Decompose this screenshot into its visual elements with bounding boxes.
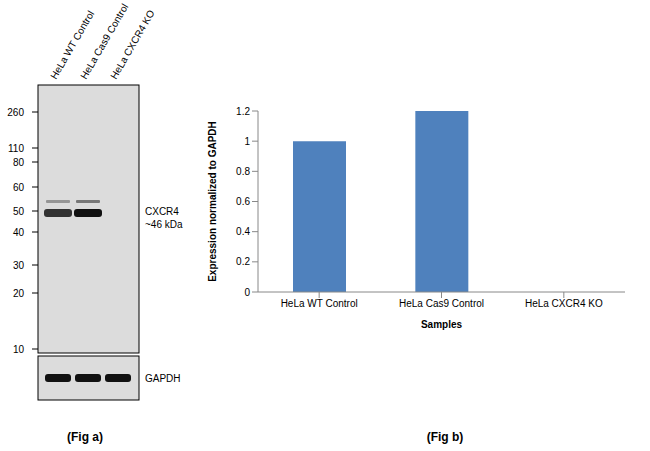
svg-text:0.6: 0.6 xyxy=(236,196,250,207)
svg-text:10: 10 xyxy=(13,344,25,355)
svg-text:(Fig a): (Fig a) xyxy=(67,430,103,444)
svg-text:GAPDH: GAPDH xyxy=(145,373,181,384)
svg-text:0.2: 0.2 xyxy=(236,256,250,267)
svg-text:40: 40 xyxy=(13,227,25,238)
svg-text:HeLa CXCR4 KO: HeLa CXCR4 KO xyxy=(108,8,157,81)
svg-text:80: 80 xyxy=(13,157,25,168)
svg-text:HeLa WT Control: HeLa WT Control xyxy=(281,298,358,309)
svg-text:(Fig b): (Fig b) xyxy=(427,430,464,444)
svg-text:30: 30 xyxy=(13,260,25,271)
svg-text:HeLa Cas9 Control: HeLa Cas9 Control xyxy=(399,298,484,309)
svg-text:110: 110 xyxy=(8,143,24,154)
svg-text:1.2: 1.2 xyxy=(236,106,250,117)
svg-text:0: 0 xyxy=(244,287,250,298)
svg-text:0.4: 0.4 xyxy=(236,226,250,237)
svg-text:Expression normalized to GAPDH: Expression normalized to GAPDH xyxy=(207,121,218,282)
svg-text:CXCR4: CXCR4 xyxy=(145,206,179,217)
svg-text:20: 20 xyxy=(13,288,25,299)
svg-text:260: 260 xyxy=(8,107,24,118)
svg-text:60: 60 xyxy=(13,182,25,193)
svg-text:~46 kDa: ~46 kDa xyxy=(145,219,183,230)
svg-text:1: 1 xyxy=(244,136,250,147)
svg-text:50: 50 xyxy=(13,206,25,217)
svg-text:HeLa WT Control: HeLa WT Control xyxy=(48,8,97,81)
svg-text:Samples: Samples xyxy=(421,319,463,330)
svg-text:HeLa Cas9 Control: HeLa Cas9 Control xyxy=(78,1,131,81)
svg-text:0.8: 0.8 xyxy=(236,166,250,177)
svg-text:HeLa CXCR4 KO: HeLa CXCR4 KO xyxy=(525,298,603,309)
